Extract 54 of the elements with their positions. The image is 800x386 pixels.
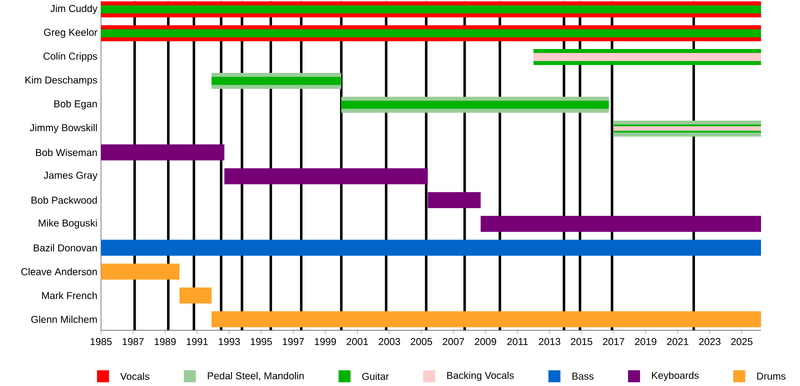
legend-label: Guitar <box>362 372 389 380</box>
x-tick-label: 2025 <box>731 338 752 346</box>
x-tick-label: 1993 <box>218 338 240 346</box>
legend-label: Keyboards <box>652 371 699 381</box>
y-tick-label: James Gray <box>44 172 98 181</box>
legend-label: Pedal Steel, Mandolin <box>208 372 304 380</box>
y-tick-label: Kim Deschamps <box>25 76 98 86</box>
legend-label: Drums <box>757 372 786 380</box>
x-tick-label: 1989 <box>154 338 176 346</box>
bar <box>101 5 762 14</box>
y-tick-label: Jimmy Bowskill <box>30 124 97 134</box>
x-tick-label: 1995 <box>250 338 272 346</box>
bar <box>212 76 342 85</box>
x-tick-label: 1991 <box>186 338 208 346</box>
x-tick-label: 2017 <box>603 338 624 346</box>
x-tick-label: 1985 <box>90 338 112 346</box>
bar <box>101 29 762 38</box>
legend-label: Backing Vocals <box>447 371 514 381</box>
bar <box>179 287 212 304</box>
y-tick-label: Glenn Milchem <box>31 315 97 323</box>
legend-label: Vocals <box>120 372 150 380</box>
x-tick-label: 2009 <box>474 338 496 346</box>
x-tick-label: 2015 <box>570 338 592 346</box>
y-tick-label: Cleave Anderson <box>21 268 97 276</box>
x-tick-label: 2019 <box>635 338 656 346</box>
bar <box>101 144 224 160</box>
x-tick-label: 2021 <box>667 338 688 346</box>
x-tick-label: 2007 <box>442 338 464 346</box>
bar <box>101 263 180 280</box>
x-tick-label: 1999 <box>314 338 336 346</box>
bar <box>224 168 428 184</box>
x-tick-label: 2011 <box>507 338 528 346</box>
y-tick-label: Mark French <box>42 292 97 299</box>
x-tick-label: 2023 <box>699 338 720 346</box>
y-tick-label: Colin Cripps <box>44 52 98 62</box>
y-tick-label: Jim Cuddy <box>50 4 98 14</box>
x-tick-label: 2005 <box>410 338 432 346</box>
y-tick-label: Mike Boguski <box>38 219 97 228</box>
y-tick-label: Greg Keelor <box>44 28 98 38</box>
legend-label: Bass <box>572 372 594 380</box>
bar <box>212 311 762 328</box>
y-tick-label: Bazil Donovan <box>34 244 97 252</box>
x-tick-label: 1987 <box>122 338 144 346</box>
bar <box>480 216 762 232</box>
y-tick-label: Bob Egan <box>54 100 97 110</box>
bar <box>341 100 609 109</box>
x-tick-label: 2001 <box>346 338 368 346</box>
x-tick-label: 2003 <box>378 338 400 346</box>
bar <box>101 240 762 256</box>
x-tick-label: 1997 <box>282 338 304 346</box>
y-tick-label: Bob Wiseman <box>36 148 97 156</box>
y-tick-label: Bob Packwood <box>32 196 97 204</box>
bar <box>428 192 481 208</box>
x-tick-label: 2013 <box>538 338 560 346</box>
